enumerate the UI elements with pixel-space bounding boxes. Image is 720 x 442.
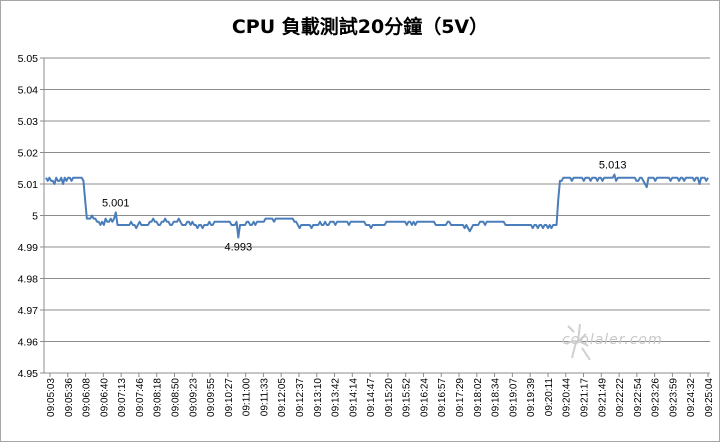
y-tick-label: 4.95 [18, 368, 39, 380]
x-tick-label: 09:08:18 [153, 378, 164, 417]
x-tick-label: 09:20:11 [544, 378, 555, 417]
x-tick-label: 09:19:07 [508, 378, 519, 417]
x-tick-label: 09:05:03 [46, 378, 57, 417]
x-tick-label: 09:16:24 [419, 378, 430, 417]
x-tick-label: 09:06:40 [99, 378, 110, 417]
y-tick-label: 4.99 [18, 242, 39, 254]
x-tick-label: 09:13:10 [313, 378, 324, 417]
x-tick-label: 09:11:33 [259, 378, 270, 417]
grid-lines [40, 57, 710, 374]
y-axis-tick-labels: 5.05 5.04 5.03 5.02 5.01 5 4.99 4.98 4.97 4.96 4.9… [18, 53, 39, 380]
x-tick-label: 09:15:20 [384, 378, 395, 417]
axes [43, 58, 710, 374]
x-tick-label: 09:19:39 [526, 378, 537, 417]
x-tick-label: 09:25:04 [704, 378, 715, 417]
y-tick-label: 5.05 [18, 53, 39, 65]
x-tick-label: 09:07:13 [117, 378, 128, 417]
y-tick-label: 5.01 [18, 179, 39, 191]
y-tick-label: 4.97 [18, 305, 39, 317]
x-tick-label: 09:21:17 [580, 378, 591, 417]
series-line [45, 173, 709, 239]
data-label: 5.013 [599, 160, 627, 172]
y-tick-label: 5 [32, 211, 38, 223]
y-tick-label: 5.04 [18, 85, 39, 97]
x-tick-label: 09:15:52 [402, 378, 413, 417]
y-tick-label: 4.96 [18, 337, 39, 349]
x-tick-label: 09:24:32 [686, 378, 697, 417]
x-tick-label: 09:16:57 [437, 378, 448, 417]
x-tick-label: 09:09:55 [206, 378, 217, 417]
x-tick-label: 09:18:02 [473, 378, 484, 417]
x-tick-label: 09:23:59 [668, 378, 679, 417]
x-tick-label: 09:07:46 [135, 378, 146, 417]
x-tick-label: 09:22:54 [633, 378, 644, 417]
x-tick-label: 09:06:08 [82, 378, 93, 417]
x-tick-label: 09:10:27 [224, 378, 235, 417]
data-labels: 5.001 4.993 5.013 [102, 160, 626, 254]
watermark: coolaler.com [562, 332, 663, 348]
x-tick-label: 09:18:34 [491, 378, 502, 417]
x-axis-tick-labels: 09:05:03 09:05:36 09:06:08 09:06:40 09:07:13… [46, 373, 715, 417]
x-tick-label: 09:23:26 [651, 378, 662, 417]
data-label: 4.993 [225, 242, 253, 254]
x-tick-label: 09:12:05 [277, 378, 288, 417]
chart-title: CPU 負載測試20分鐘（5V） [231, 16, 489, 38]
x-tick-label: 09:20:44 [562, 378, 573, 417]
x-tick-label: 09:14:47 [366, 378, 377, 417]
x-tick-label: 09:08:50 [170, 378, 181, 417]
x-tick-label: 09:09:23 [188, 378, 199, 417]
data-label: 5.001 [102, 197, 130, 209]
x-tick-label: 09:12:37 [295, 378, 306, 417]
x-tick-label: 09:11:00 [242, 378, 253, 417]
y-tick-label: 5.02 [18, 148, 39, 160]
y-tick-label: 5.03 [18, 116, 39, 128]
x-tick-label: 09:17:29 [455, 378, 466, 417]
watermark-logo-icon [565, 323, 591, 361]
x-tick-label: 09:13:42 [331, 378, 342, 417]
y-tick-label: 4.98 [18, 274, 39, 286]
x-tick-label: 09:22:22 [615, 378, 626, 417]
series-group [45, 173, 709, 239]
x-tick-label: 09:21:49 [597, 378, 608, 417]
x-tick-label: 09:14:14 [348, 378, 359, 417]
x-tick-label: 09:05:36 [64, 378, 75, 417]
